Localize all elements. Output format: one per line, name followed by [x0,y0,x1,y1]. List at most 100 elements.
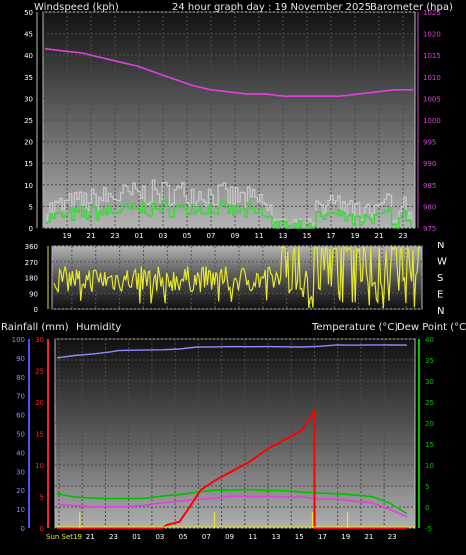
baro-y-tick-label: 975 [423,225,436,233]
rainfall-y-tick-label: 20 [35,399,44,407]
humidity-y-tick-label: 40 [16,449,25,457]
humidity-y-tick-label: 60 [16,412,25,420]
temperature-axis-label: Temperature (°C) [311,322,398,333]
wind-y-tick-label: 40 [24,52,33,60]
wind-y-tick-label: 5 [29,203,33,211]
humidity-y-tick-label: 20 [16,487,25,495]
baro-y-tick-label: 1000 [423,117,441,125]
temperature-y-tick-label: 10 [425,462,434,470]
rain-x-tick-label: 03 [155,533,164,541]
temperature-y-tick-label: 30 [425,378,434,386]
wind-x-tick-label: 17 [327,232,336,240]
baro-y-tick-label: 1025 [423,9,441,17]
temperature-series-line [56,488,408,515]
temperature-y-tick-label: -5 [425,525,432,533]
wind-y-tick-label: 35 [24,74,33,82]
wind-y-tick-label: 0 [29,225,33,233]
rain-x-tick-label: 23 [388,533,397,541]
wind-x-tick-label: 21 [87,232,96,240]
rainfall-y-tick-label: 30 [35,336,44,344]
baro-y-tick-label: 990 [423,160,436,168]
rain-x-tick-label: 05 [179,533,188,541]
temperature-y-tick-label: 40 [425,336,434,344]
humidity-y-tick-label: 80 [16,374,25,382]
rain-x-tick-label: 07 [202,533,211,541]
rain-temp-humidity-chart: Rainfall (mm) Humidity Temperature (°C) … [1,322,466,541]
baro-y-tick-label: 1005 [423,95,441,103]
direction-y-tick-label: 360 [25,243,38,251]
rain-x-tick-label: 09 [225,533,234,541]
humidity-series-line [56,344,408,359]
wind-x-tick-label: 07 [207,232,216,240]
wind-y-tick-label: 10 [24,182,33,190]
wind-x-tick-label: 19 [351,232,360,240]
direction-y-tick-label: 90 [29,290,38,298]
wind-x-tick-label: 11 [255,232,264,240]
humidity-y-tick-label: 90 [16,355,25,363]
barometer-axis-label: Barometer (hpa) [370,2,453,13]
temperature-y-tick-label: 15 [425,441,434,449]
humidity-y-tick-label: 70 [16,393,25,401]
baro-y-tick-label: 1010 [423,74,441,82]
baro-y-tick-label: 1015 [423,52,441,60]
wind-y-tick-label: 30 [24,95,33,103]
baro-y-tick-label: 985 [423,182,436,190]
compass-label: S [437,273,443,284]
wind-y-tick-label: 15 [24,160,33,168]
wind-x-tick-label: 23 [111,232,120,240]
wind-gust-series-line [45,179,412,229]
wind-x-tick-label: 21 [375,232,384,240]
compass-label: N [437,306,444,317]
temperature-y-tick-label: 25 [425,399,434,407]
humidity-y-tick-label: 30 [16,468,25,476]
rainfall-y-tick-label: 0 [40,525,44,533]
rain-x-tick-label: 23 [109,533,118,541]
baro-y-tick-label: 980 [423,203,436,211]
wind-x-tick-label: 03 [159,232,168,240]
rain-x-tick-label: 21 [86,533,95,541]
humidity-y-tick-label: 0 [21,525,25,533]
wind-x-tick-label: 23 [399,232,408,240]
rain-x-tick-label: 17 [318,533,327,541]
wind-y-tick-label: 50 [24,9,33,17]
rain-x-tick-label: 21 [364,533,373,541]
rain-x-tick-label: 19 [341,533,350,541]
wind-y-tick-label: 45 [24,31,33,39]
wind-average-series-line [45,200,412,229]
humidity-y-tick-label: 50 [16,431,25,439]
wind-x-tick-label: 01 [135,232,144,240]
rainfall-y-tick-label: 5 [40,494,44,502]
baro-y-tick-label: 995 [423,139,436,147]
wind-x-tick-label: 19 [63,232,72,240]
baro-y-tick-label: 1020 [423,31,441,39]
wind-x-tick-label: 09 [231,232,240,240]
direction-y-tick-label: 270 [25,259,38,267]
rain-x-tick-label: 13 [272,533,281,541]
temperature-y-tick-label: 0 [425,504,429,512]
rain-x-tick-label: 11 [248,533,257,541]
wind-y-tick-label: 20 [24,139,33,147]
rain-x-tick-label: 15 [295,533,304,541]
windspeed-axis-label: Windspeed (kph) [34,2,119,13]
rainfall-axis-label: Rainfall (mm) [1,322,69,333]
dew-point-series-line [56,495,408,518]
wind-x-tick-label: 15 [303,232,312,240]
direction-y-tick-label: 0 [34,306,38,314]
wind-x-tick-label: 05 [183,232,192,240]
rainfall-series-line [57,408,407,529]
compass-label: W [437,257,447,268]
humidity-y-tick-label: 10 [16,506,25,514]
wind-direction-series-line [53,244,421,309]
rain-x-tick-label: 01 [132,533,141,541]
temperature-y-tick-label: 20 [425,420,434,428]
humidity-y-tick-label: 100 [12,336,25,344]
temperature-y-tick-label: 5 [425,483,429,491]
compass-label: E [437,290,443,301]
rainfall-y-tick-label: 15 [35,431,44,439]
rainfall-y-tick-label: 25 [35,368,44,376]
wind-y-tick-label: 25 [24,117,33,125]
direction-y-tick-label: 180 [25,275,38,283]
temperature-y-tick-label: 35 [425,357,434,365]
